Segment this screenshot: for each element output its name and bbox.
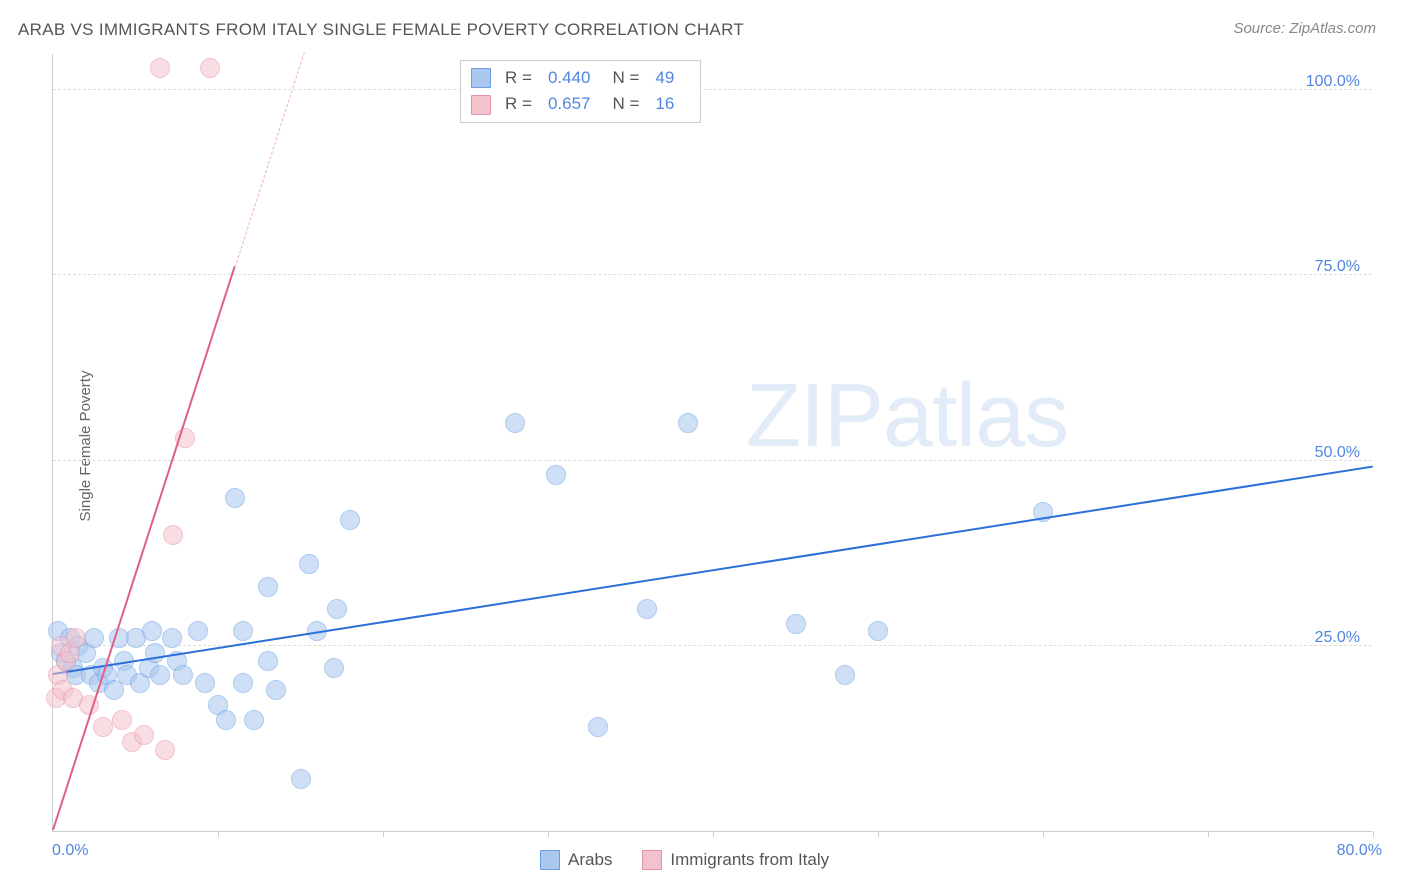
data-point: [505, 413, 525, 433]
data-point: [244, 710, 264, 730]
x-tick: [1373, 831, 1374, 837]
legend-series-label: Arabs: [568, 850, 612, 870]
x-tick: [1043, 831, 1044, 837]
watermark: ZIPatlas: [746, 365, 1068, 468]
legend-correlation: R = 0.440 N = 49 R = 0.657 N = 16: [460, 60, 701, 123]
legend-r-label: R =: [505, 65, 532, 91]
x-tick: [1208, 831, 1209, 837]
data-point: [145, 643, 165, 663]
x-tick: [878, 831, 879, 837]
legend-series: Arabs Immigrants from Italy: [540, 850, 829, 870]
data-point: [163, 525, 183, 545]
data-point: [340, 510, 360, 530]
data-point: [216, 710, 236, 730]
gridline-h: [53, 645, 1372, 646]
legend-swatch: [642, 850, 662, 870]
data-point: [155, 740, 175, 760]
x-tick: [383, 831, 384, 837]
data-point: [84, 628, 104, 648]
legend-series-item: Arabs: [540, 850, 612, 870]
plot-area: 25.0% 50.0% 75.0% 100.0% ZIPatlas: [52, 54, 1372, 832]
data-point: [225, 488, 245, 508]
data-point: [868, 621, 888, 641]
legend-r-label: R =: [505, 91, 532, 117]
x-axis-max-label: 80.0%: [1337, 842, 1382, 860]
legend-swatch: [540, 850, 560, 870]
legend-series-label: Immigrants from Italy: [670, 850, 829, 870]
data-point: [258, 577, 278, 597]
data-point: [299, 554, 319, 574]
data-point: [291, 769, 311, 789]
legend-swatch: [471, 95, 491, 115]
x-tick: [548, 831, 549, 837]
data-point: [546, 465, 566, 485]
y-tick-label: 50.0%: [1315, 444, 1360, 462]
data-point: [195, 673, 215, 693]
data-point: [327, 599, 347, 619]
data-point: [266, 680, 286, 700]
gridline-h: [53, 89, 1372, 90]
data-point: [66, 628, 86, 648]
source-attribution: Source: ZipAtlas.com: [1233, 20, 1376, 37]
data-point: [324, 658, 344, 678]
legend-r-value: 0.440: [548, 65, 591, 91]
data-point: [678, 413, 698, 433]
data-point: [150, 665, 170, 685]
data-point: [112, 710, 132, 730]
data-point: [173, 665, 193, 685]
x-tick: [218, 831, 219, 837]
legend-n-label: N =: [612, 65, 639, 91]
trend-line: [52, 267, 235, 831]
data-point: [233, 673, 253, 693]
data-point: [786, 614, 806, 634]
data-point: [588, 717, 608, 737]
legend-swatch: [471, 68, 491, 88]
legend-correlation-row: R = 0.440 N = 49: [471, 65, 682, 91]
data-point: [637, 599, 657, 619]
x-tick: [713, 831, 714, 837]
gridline-h: [53, 274, 1372, 275]
data-point: [258, 651, 278, 671]
legend-correlation-row: R = 0.657 N = 16: [471, 91, 682, 117]
y-tick-label: 100.0%: [1306, 73, 1360, 91]
chart-title: ARAB VS IMMIGRANTS FROM ITALY SINGLE FEM…: [18, 20, 744, 40]
legend-r-value: 0.657: [548, 91, 591, 117]
data-point: [835, 665, 855, 685]
y-tick-label: 75.0%: [1315, 258, 1360, 276]
legend-n-value: 49: [655, 65, 674, 91]
data-point: [142, 621, 162, 641]
y-tick-label: 25.0%: [1315, 629, 1360, 647]
data-point: [150, 58, 170, 78]
gridline-h: [53, 460, 1372, 461]
data-point: [200, 58, 220, 78]
data-point: [188, 621, 208, 641]
legend-series-item: Immigrants from Italy: [642, 850, 829, 870]
x-axis-origin-label: 0.0%: [52, 842, 88, 860]
data-point: [134, 725, 154, 745]
legend-n-value: 16: [655, 91, 674, 117]
legend-n-label: N =: [612, 91, 639, 117]
data-point: [233, 621, 253, 641]
data-point: [93, 717, 113, 737]
trend-line-extrapolated: [234, 52, 304, 267]
data-point: [162, 628, 182, 648]
